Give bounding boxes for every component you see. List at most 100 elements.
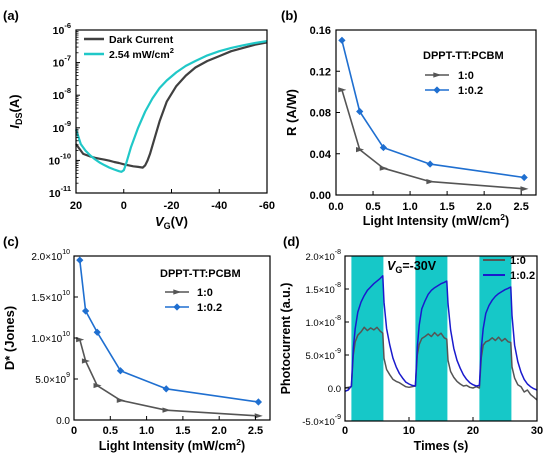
tick-exponent: -10 xyxy=(60,151,71,160)
tick-exponent: -11 xyxy=(61,184,71,193)
panel-c-label: (c) xyxy=(3,234,19,249)
x-tick-label: 2.0 xyxy=(212,425,227,437)
panel-c-plot-frame xyxy=(73,255,271,421)
data-point xyxy=(116,367,125,375)
x-label-text: Light Intensity (mW/cm xyxy=(363,214,501,228)
x-label-end: ) xyxy=(241,439,245,453)
legend-label: 1:0.2 xyxy=(458,85,483,97)
tick-mantissa: 1.5×10 xyxy=(31,293,62,304)
light-on-band xyxy=(479,256,512,421)
x-axis-label: Times (s) xyxy=(414,439,469,453)
data-point xyxy=(81,358,90,364)
data-point xyxy=(162,407,171,413)
y-tick-label: 1.5×10-8 xyxy=(305,282,341,296)
data-point xyxy=(433,72,442,78)
x-tick-label: 30 xyxy=(531,425,543,437)
series-line xyxy=(79,339,259,417)
tick-base: 10 xyxy=(53,90,65,102)
panel-d-plot-frame xyxy=(344,255,538,422)
y-axis-label: R (A/W) xyxy=(284,89,299,136)
x-label-superscript: 2 xyxy=(500,212,505,222)
x-tick-label: 0.5 xyxy=(365,201,380,213)
x-label-symbol: V xyxy=(155,214,165,229)
x-label-unit: (V) xyxy=(171,214,188,229)
series-line-1:0.2 xyxy=(344,275,538,392)
y-tick-label: 2.0×1010 xyxy=(31,249,70,263)
legend-label: 1:0 xyxy=(510,255,526,267)
tick-mantissa: 2.0×10 xyxy=(305,252,334,263)
tick-exponent: 9 xyxy=(66,372,70,379)
tick-mantissa: 5.0×10 xyxy=(305,351,334,362)
x-axis-label: VG(V) xyxy=(155,214,188,231)
data-point xyxy=(254,413,263,419)
panel-a-label: (a) xyxy=(3,8,19,23)
legend-title: DPPT-TT:PCBM xyxy=(160,268,241,280)
x-label-subscript: G xyxy=(164,221,171,231)
legend-label: Dark Current xyxy=(109,34,174,46)
data-point xyxy=(426,178,435,185)
tick-mantissa: 1.0×10 xyxy=(31,334,62,345)
x-tick-label: -60 xyxy=(259,200,275,212)
y-tick-label: 0.12 xyxy=(310,66,331,78)
tick-exponent: 10 xyxy=(62,249,70,256)
y-tick-label: 0.0 xyxy=(56,416,70,427)
y-tick-label: 10-7 xyxy=(53,54,71,70)
x-tick-label: 2.0 xyxy=(476,201,491,213)
gate-voltage-annotation: VG=-30V xyxy=(387,259,437,275)
y-tick-label: 0.16 xyxy=(310,25,331,37)
tick-exponent: -7 xyxy=(64,54,71,63)
x-tick-label: 0.0 xyxy=(328,201,343,213)
y-axis-label: Photocurrent (a.u.) xyxy=(279,283,293,395)
x-tick-label: 2.5 xyxy=(514,201,529,213)
data-point xyxy=(356,147,365,153)
x-tick-label: 1.0 xyxy=(402,201,417,213)
light-on-band xyxy=(415,256,448,421)
legend-label: 1:0.2 xyxy=(197,302,222,314)
data-point xyxy=(356,107,364,116)
tick-mantissa: -5.0×10 xyxy=(302,417,335,428)
x-axis-label: Light Intensity (mW/cm2) xyxy=(363,212,509,228)
y-label-unit: (A) xyxy=(7,94,22,112)
series-line xyxy=(79,260,259,403)
x-label-superscript: 2 xyxy=(236,437,241,447)
legend-label: 1:0 xyxy=(458,70,474,82)
tick-exponent: -6 xyxy=(64,21,71,30)
y-tick-label: 0.00 xyxy=(310,190,331,202)
data-point xyxy=(520,173,528,182)
y-tick-label: -5.0×10-9 xyxy=(302,414,341,428)
x-axis-label: Light Intensity (mW/cm2) xyxy=(99,437,245,453)
tick-exponent: 10 xyxy=(62,331,70,338)
tick-exponent: 10 xyxy=(62,290,70,297)
data-point xyxy=(379,143,388,152)
tick-mantissa: 0.0 xyxy=(56,416,70,427)
tick-exponent: -8 xyxy=(335,315,341,322)
y-tick-label: 5.0×10-9 xyxy=(305,348,341,362)
y-tick-label: 10-6 xyxy=(53,21,71,37)
x-tick-label: 0 xyxy=(121,200,127,212)
tick-mantissa: 1.5×10 xyxy=(305,285,334,296)
tick-base: 10 xyxy=(49,188,61,200)
data-point xyxy=(81,307,90,315)
data-point xyxy=(93,382,102,389)
series-1:0 xyxy=(76,337,263,419)
x-tick-label: 1.0 xyxy=(139,425,154,437)
x-tick-label: 0 xyxy=(71,425,77,437)
tick-mantissa: 0.0 xyxy=(328,384,341,395)
tick-exponent: -9 xyxy=(64,119,71,128)
y-tick-label: 1.0×10-8 xyxy=(305,315,341,329)
tick-mantissa: 5.0×10 xyxy=(35,375,66,386)
legend-title: DPPT-TT:PCBM xyxy=(423,50,504,62)
series-line-illuminated xyxy=(74,40,268,173)
tick-exponent: -8 xyxy=(335,282,341,289)
y-tick-label: 10-9 xyxy=(53,119,71,135)
tick-mantissa: 1.0×10 xyxy=(305,318,334,329)
annotation-subscript: G xyxy=(395,265,402,275)
panel-d-label: (d) xyxy=(283,234,300,249)
tick-exponent: -9 xyxy=(335,414,341,421)
data-point xyxy=(173,303,181,311)
legend-text: Dark Current xyxy=(109,34,174,46)
x-tick-label: -20 xyxy=(164,200,180,212)
y-label-symbol: I xyxy=(7,125,22,129)
data-point xyxy=(93,328,101,336)
legend-label: 2.54 mW/cm2 xyxy=(109,46,174,61)
